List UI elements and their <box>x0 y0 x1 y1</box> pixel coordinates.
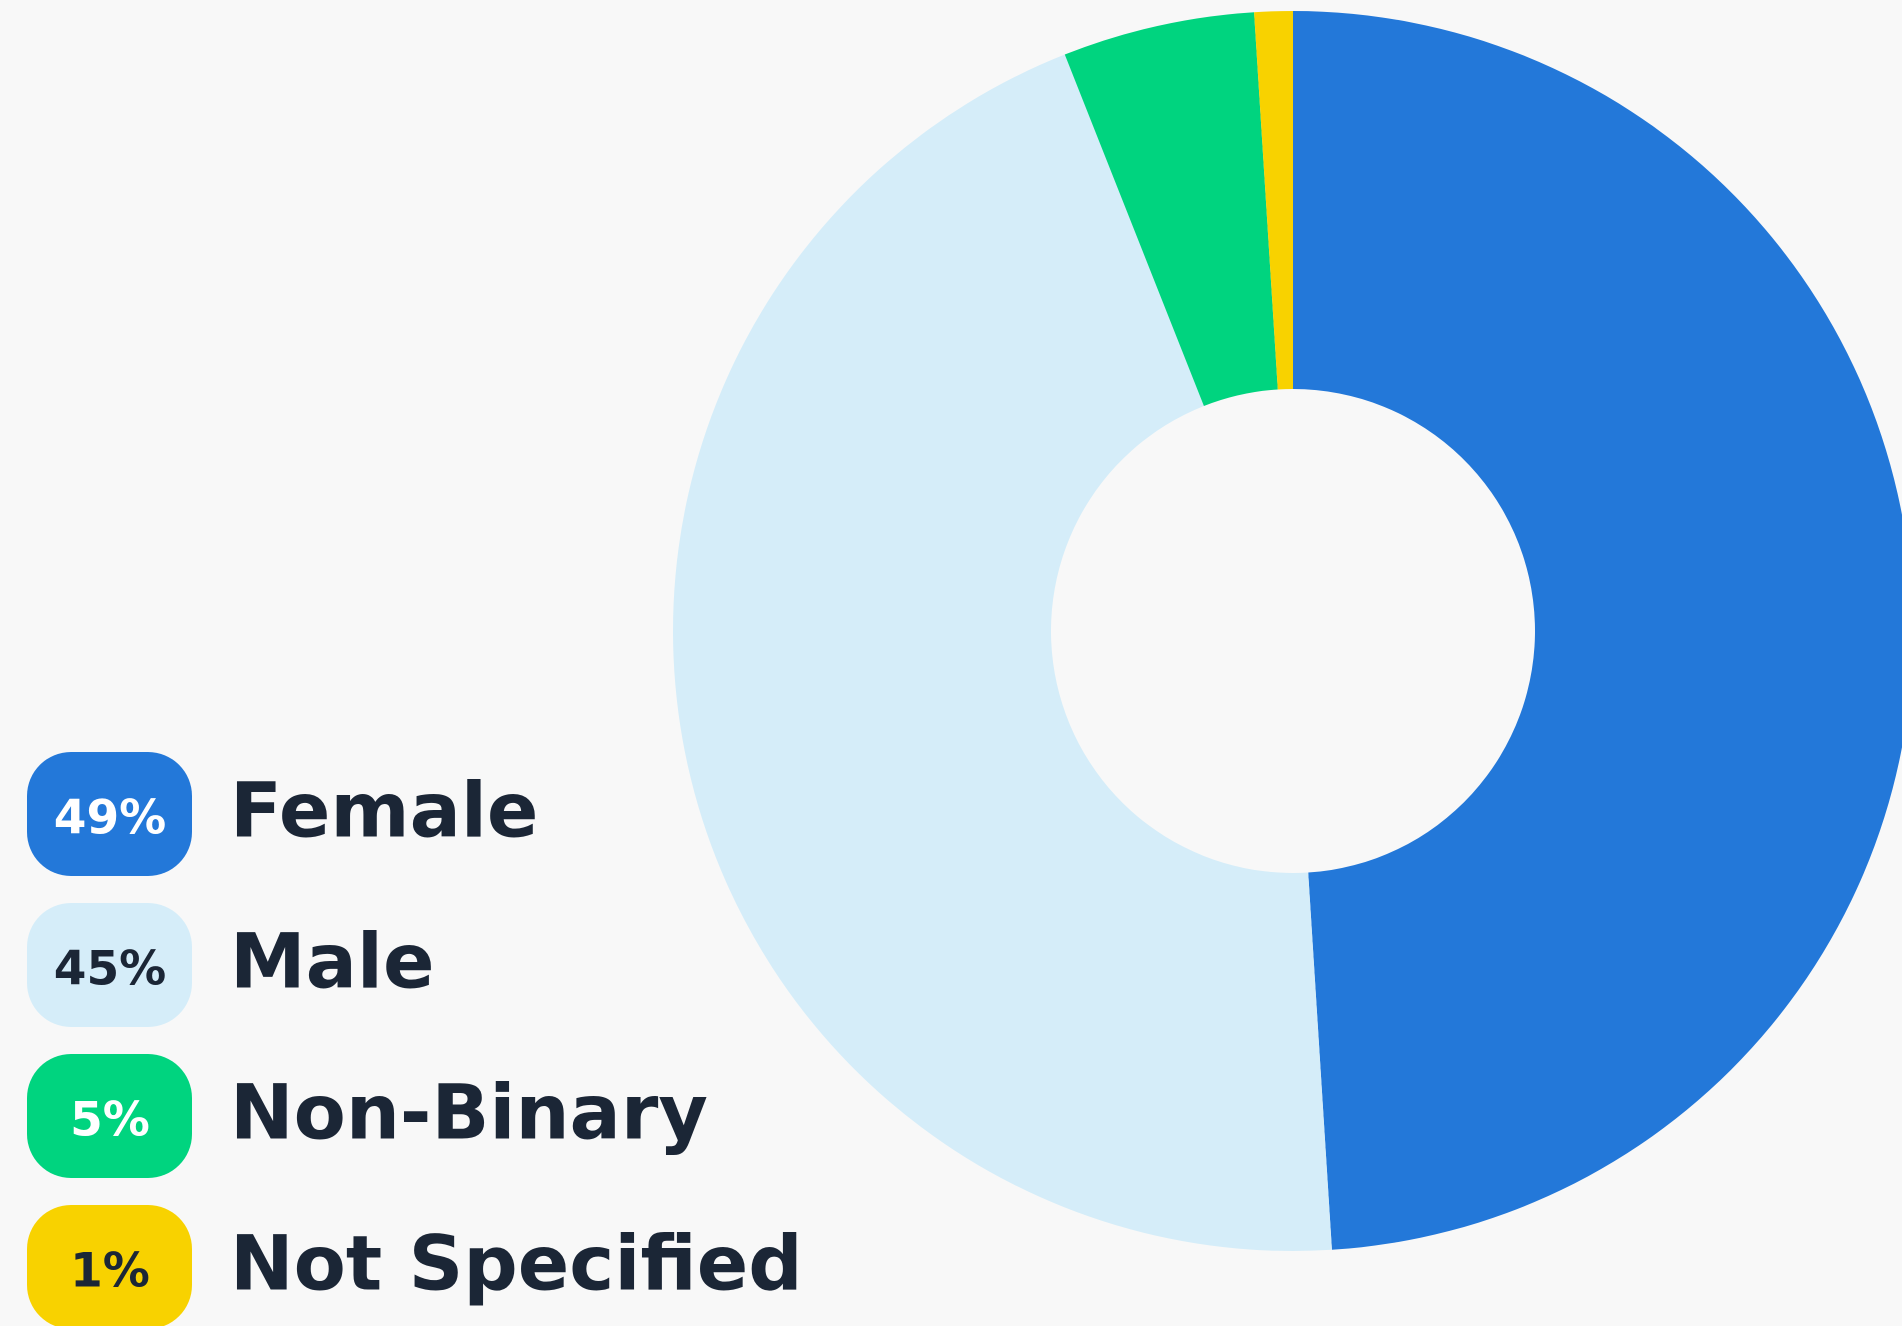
donut-slice <box>1064 12 1278 406</box>
legend-badge <box>27 752 192 876</box>
legend-value-label: 49% <box>54 791 167 846</box>
legend-badge <box>27 1205 192 1326</box>
legend-label: Female <box>230 766 538 855</box>
legend-badge <box>27 1054 192 1178</box>
donut-slice <box>1293 11 1902 1250</box>
donut-slice <box>672 54 1332 1252</box>
legend-label: Not Specified <box>230 1219 803 1308</box>
legend-label: Male <box>230 917 435 1006</box>
donut-slice <box>1254 11 1293 390</box>
legend-badge <box>27 903 192 1027</box>
legend-label: Non-Binary <box>230 1068 708 1157</box>
legend-value-label: 1% <box>70 1244 150 1299</box>
legend-value-label: 5% <box>70 1093 150 1148</box>
legend-value-label: 45% <box>54 942 167 997</box>
